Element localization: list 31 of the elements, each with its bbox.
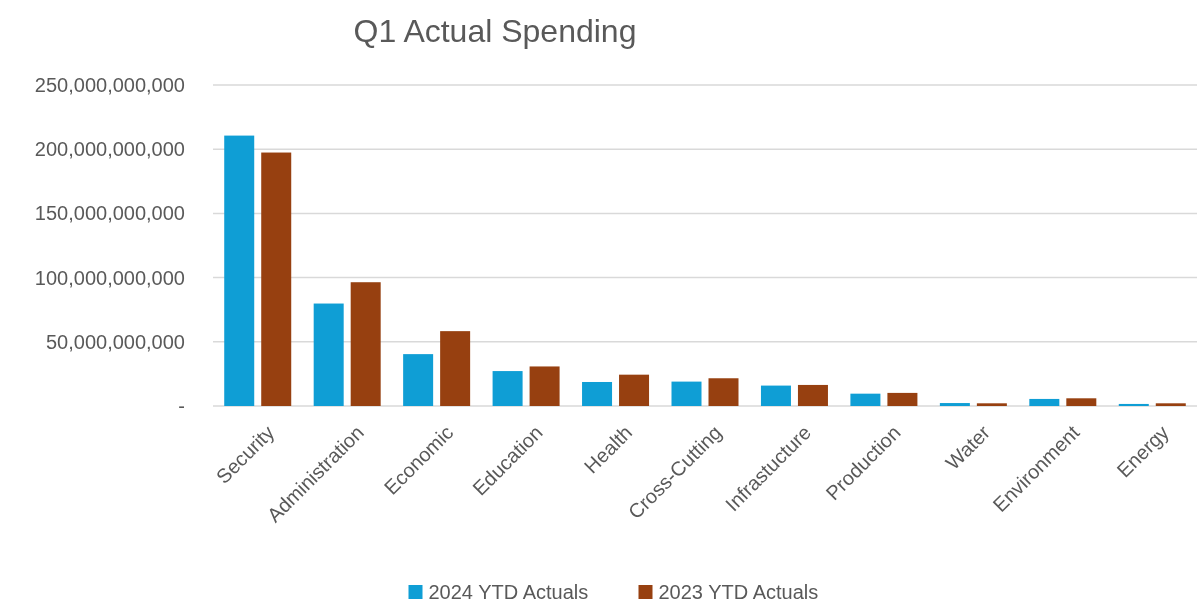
bar — [887, 392, 918, 406]
bar — [939, 403, 970, 406]
bar — [582, 381, 613, 406]
bar — [529, 366, 560, 406]
bar — [261, 152, 292, 406]
chart-title: Q1 Actual Spending — [353, 13, 637, 49]
legend-label: 2023 YTD Actuals — [658, 581, 819, 603]
bar — [350, 282, 381, 406]
bar — [403, 354, 434, 406]
bar — [224, 135, 255, 406]
bar — [313, 303, 344, 406]
bar — [976, 403, 1007, 406]
bar — [619, 374, 650, 406]
bar — [1066, 398, 1097, 406]
bar — [760, 385, 791, 406]
y-tick-label: - — [178, 395, 185, 417]
bar — [440, 331, 471, 406]
bar — [850, 393, 881, 406]
bar — [671, 381, 702, 406]
bar — [492, 371, 523, 406]
bar — [708, 378, 739, 406]
bar — [1118, 403, 1149, 406]
y-tick-label: 100,000,000,000 — [34, 266, 185, 289]
legend-label: 2024 YTD Actuals — [428, 581, 589, 603]
bar — [1155, 403, 1186, 406]
y-tick-label: 200,000,000,000 — [34, 138, 185, 161]
y-tick-label: 250,000,000,000 — [34, 74, 185, 96]
y-tick-label: 150,000,000,000 — [34, 202, 185, 225]
y-tick-label: 50,000,000,000 — [45, 330, 185, 353]
bar — [797, 384, 828, 406]
bar — [1029, 398, 1060, 406]
